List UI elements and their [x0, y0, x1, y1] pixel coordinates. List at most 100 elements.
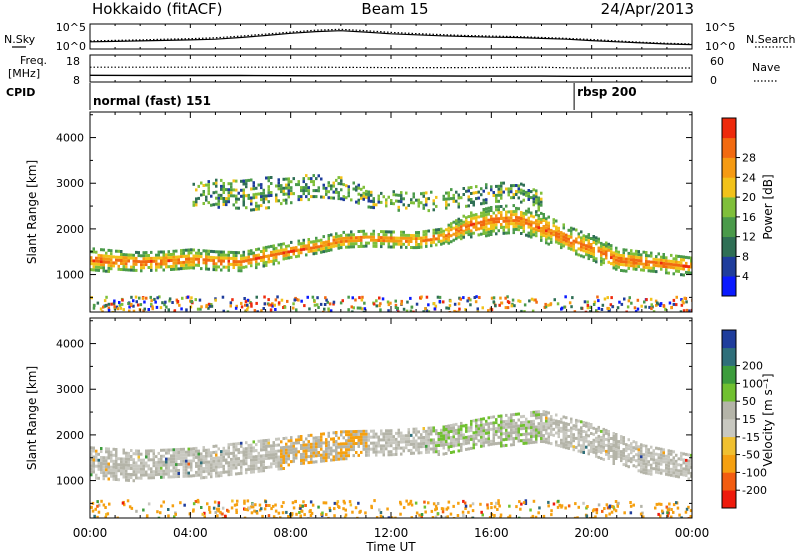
data-cell: [640, 268, 643, 272]
data-cell: [635, 261, 638, 265]
data-cell: [176, 300, 180, 303]
data-cell: [252, 458, 255, 462]
data-cell: [240, 263, 243, 267]
data-cell: [207, 472, 210, 476]
data-cell: [102, 248, 105, 252]
data-cell: [482, 429, 485, 433]
data-cell: [185, 266, 188, 270]
data-cell: [367, 450, 370, 454]
data-cell: [667, 508, 670, 512]
data-cell: [252, 184, 255, 188]
data-cell: [375, 241, 378, 245]
data-cell: [320, 447, 323, 451]
data-cell: [340, 448, 343, 452]
data-cell: [235, 511, 238, 514]
data-cell: [177, 469, 180, 472]
data-cell: [400, 437, 403, 441]
data-cell: [300, 453, 303, 456]
data-cell: [345, 445, 348, 449]
data-cell: [424, 510, 427, 514]
data-cell: [102, 477, 105, 481]
data-cell: [465, 204, 468, 208]
data-cell: [172, 466, 175, 470]
data-cell: [359, 306, 362, 310]
data-cell: [622, 263, 625, 267]
data-cell: [612, 260, 615, 264]
data-cell: [587, 248, 590, 252]
data-cell: [287, 454, 290, 458]
data-cell: [107, 260, 110, 264]
data-cell: [560, 420, 563, 424]
data-cell: [262, 200, 265, 204]
data-cell: [127, 475, 130, 479]
data-cell: [467, 221, 470, 225]
data-cell: [480, 417, 483, 421]
data-cell: [558, 503, 561, 507]
data-cell: [385, 447, 388, 451]
data-cell: [480, 187, 483, 191]
data-cell: [367, 193, 370, 197]
data-cell: [192, 266, 195, 270]
data-cell: [415, 439, 418, 443]
data-cell: [492, 436, 495, 440]
data-cell: [420, 513, 424, 516]
data-cell: [470, 434, 473, 438]
data-cell: [285, 442, 288, 446]
data-cell: [645, 471, 648, 475]
data-cell: [90, 455, 93, 459]
data-cell: [365, 235, 368, 239]
data-cell: [473, 296, 476, 299]
data-cell: [500, 441, 503, 445]
data-cell: [620, 260, 623, 263]
data-cell: [270, 456, 273, 460]
data-cell: [410, 503, 414, 507]
data-cell: [140, 467, 143, 471]
data-cell: [397, 310, 400, 312]
data-cell: [477, 215, 480, 219]
data-cell: [547, 215, 550, 219]
data-cell: [245, 194, 248, 198]
data-cell: [180, 456, 183, 460]
data-cell: [330, 233, 333, 237]
data-cell: [685, 470, 688, 474]
data-cell: [510, 184, 513, 188]
data-cell: [667, 473, 670, 477]
data-cell: [495, 217, 498, 221]
data-cell: [143, 300, 146, 304]
data-cell: [355, 442, 358, 445]
data-cell: [182, 456, 185, 460]
data-cell: [217, 202, 220, 206]
data-cell: [245, 468, 248, 472]
data-cell: [597, 306, 601, 310]
data-cell: [170, 268, 173, 271]
data-cell: [677, 266, 680, 270]
data-cell: [130, 464, 133, 467]
data-cell: [345, 433, 348, 437]
data-cell: [145, 455, 148, 459]
data-cell: [482, 214, 485, 217]
data-cell: [612, 447, 615, 450]
data-cell: [470, 211, 473, 215]
data-cell: [490, 442, 493, 446]
data-cell: [125, 475, 128, 479]
data-cell: [315, 454, 318, 458]
data-cell: [392, 245, 395, 249]
data-cell: [432, 228, 435, 232]
data-cell: [690, 471, 692, 475]
data-cell: [177, 255, 180, 259]
data-cell: [337, 182, 340, 186]
velocity-colorbar-swatch: [722, 419, 736, 438]
data-cell: [600, 438, 603, 442]
data-cell: [587, 425, 590, 429]
data-cell: [335, 434, 338, 437]
data-cell: [237, 206, 240, 210]
data-cell: [680, 267, 683, 271]
data-cell: [547, 435, 550, 439]
data-cell: [425, 295, 429, 299]
data-cell: [575, 418, 578, 422]
data-cell: [655, 264, 658, 268]
data-cell: [260, 256, 263, 259]
data-cell: [160, 262, 163, 266]
data-cell: [327, 434, 330, 438]
data-cell: [482, 423, 485, 427]
